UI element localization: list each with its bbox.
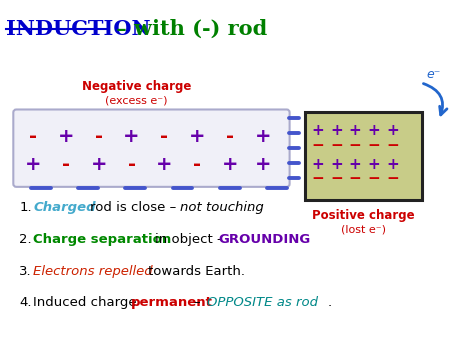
Text: -: - <box>29 127 37 146</box>
Text: −: − <box>368 138 380 153</box>
Text: +: + <box>156 155 173 174</box>
Text: +: + <box>58 127 74 146</box>
FancyBboxPatch shape <box>14 110 290 187</box>
Text: −: − <box>349 172 361 186</box>
Text: -: - <box>193 155 201 174</box>
Text: +: + <box>123 127 140 146</box>
Text: 3.: 3. <box>19 265 32 278</box>
Text: 4.: 4. <box>19 296 32 309</box>
Text: Electrons repelled: Electrons repelled <box>33 265 153 278</box>
Text: not touching: not touching <box>180 201 264 214</box>
Text: +: + <box>222 155 238 174</box>
Text: 2.: 2. <box>19 233 32 246</box>
Text: Induced charge: Induced charge <box>33 296 141 309</box>
Text: +: + <box>330 123 343 138</box>
Text: −: − <box>387 172 399 186</box>
Text: +: + <box>255 127 271 146</box>
Text: +: + <box>255 155 271 174</box>
Text: -: - <box>128 155 135 174</box>
Text: +: + <box>330 157 343 172</box>
Text: -: - <box>160 127 168 146</box>
Text: Positive charge: Positive charge <box>312 209 414 222</box>
Text: Negative charge: Negative charge <box>82 80 191 93</box>
Text: −: − <box>387 138 399 153</box>
Text: -: - <box>226 127 234 146</box>
Text: +: + <box>368 157 380 172</box>
Text: +: + <box>311 123 324 138</box>
Text: +: + <box>387 123 399 138</box>
Text: towards Earth.: towards Earth. <box>148 265 246 278</box>
Text: −: − <box>368 172 380 186</box>
Text: 1.: 1. <box>19 201 32 214</box>
Text: OPPOSITE as rod: OPPOSITE as rod <box>207 296 318 309</box>
Text: –: – <box>194 296 205 309</box>
Text: rod is close –: rod is close – <box>90 201 180 214</box>
Text: +: + <box>349 123 361 138</box>
Text: – with (-) rod: – with (-) rod <box>109 19 267 39</box>
Text: permanent: permanent <box>130 296 212 309</box>
Text: .: . <box>248 201 252 214</box>
Text: −: − <box>349 138 361 153</box>
Text: INDUCTION: INDUCTION <box>6 19 151 39</box>
Text: +: + <box>90 155 107 174</box>
Text: -: - <box>95 127 103 146</box>
Text: (lost e⁻): (lost e⁻) <box>341 224 386 235</box>
Text: +: + <box>25 155 41 174</box>
FancyArrowPatch shape <box>423 84 447 115</box>
Text: +: + <box>368 123 380 138</box>
Text: GROUNDING: GROUNDING <box>218 233 310 246</box>
Text: +: + <box>387 157 399 172</box>
Text: .: . <box>327 296 332 309</box>
Text: -: - <box>62 155 70 174</box>
Bar <box>305 113 422 200</box>
Text: in object -: in object - <box>155 233 226 246</box>
Text: e⁻: e⁻ <box>427 68 441 81</box>
Text: +: + <box>311 157 324 172</box>
Text: −: − <box>330 172 343 186</box>
Text: Charged: Charged <box>33 201 96 214</box>
Text: (excess e⁻): (excess e⁻) <box>105 96 168 105</box>
Text: −: − <box>311 172 324 186</box>
Text: −: − <box>330 138 343 153</box>
Text: +: + <box>189 127 205 146</box>
Text: +: + <box>349 157 361 172</box>
Text: Charge separation: Charge separation <box>33 233 171 246</box>
Text: −: − <box>311 138 324 153</box>
